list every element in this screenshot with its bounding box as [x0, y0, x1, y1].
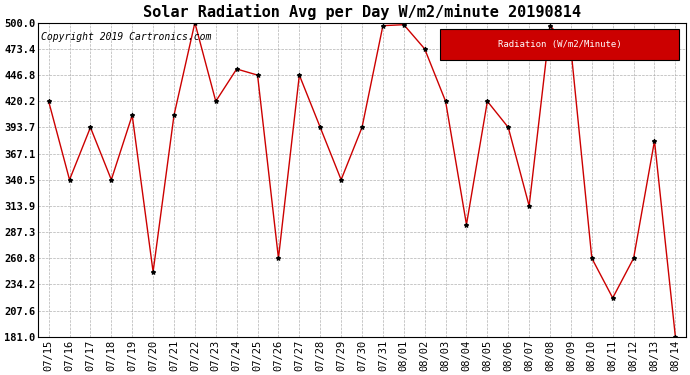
Point [503, 124, 514, 130]
Point [419, 46, 430, 52]
Point [398, 22, 409, 28]
Point [607, 295, 618, 301]
Point [252, 72, 263, 78]
Point [586, 255, 598, 261]
Point [628, 255, 639, 261]
Point [357, 124, 368, 130]
Text: Copyright 2019 Cartronics.com: Copyright 2019 Cartronics.com [41, 32, 212, 42]
Point [544, 22, 555, 28]
Point [377, 22, 388, 28]
Point [565, 46, 576, 52]
Point [64, 177, 75, 183]
Point [482, 98, 493, 104]
Text: Radiation (W/m2/Minute): Radiation (W/m2/Minute) [497, 40, 622, 49]
Point [210, 98, 221, 104]
Point [670, 334, 681, 340]
Point [294, 72, 305, 78]
Title: Solar Radiation Avg per Day W/m2/minute 20190814: Solar Radiation Avg per Day W/m2/minute … [143, 4, 581, 20]
Point [189, 20, 200, 26]
Point [440, 98, 451, 104]
Point [273, 255, 284, 261]
Point [231, 66, 242, 72]
Point [106, 177, 117, 183]
Point [335, 177, 346, 183]
Point [127, 112, 138, 118]
Point [315, 124, 326, 130]
FancyBboxPatch shape [440, 29, 680, 60]
Point [168, 112, 179, 118]
Point [649, 138, 660, 144]
Point [85, 124, 96, 130]
Point [524, 203, 535, 209]
Point [148, 269, 159, 275]
Point [461, 222, 472, 228]
Point [43, 98, 54, 104]
